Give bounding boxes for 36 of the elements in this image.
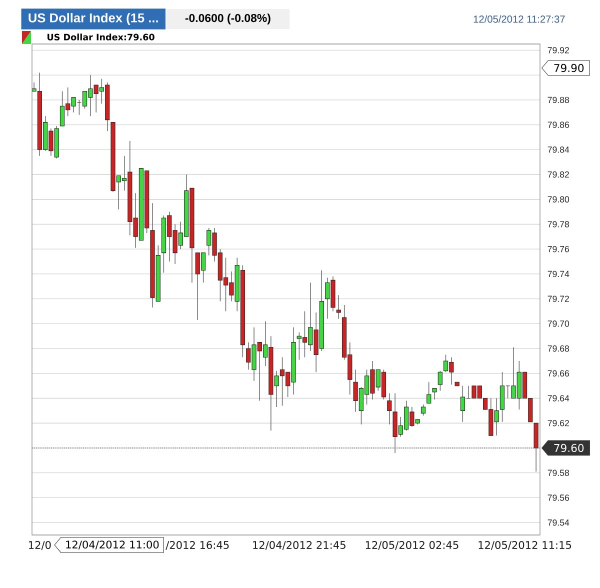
y-tick-label: 79.58 — [548, 470, 570, 476]
candlestick — [432, 388, 437, 400]
y-tick-label: 79.62 — [548, 420, 569, 426]
x-tick-label: 12/05/2012 02:45 — [366, 541, 458, 550]
chart-subtitle: -0.0600 (-0.08%) — [185, 14, 270, 24]
x-tick-label: 12/05/2012 11:15 — [478, 541, 572, 550]
candlestick — [426, 382, 432, 404]
candlestick — [420, 404, 426, 416]
candlestick — [387, 392, 392, 425]
y-tick-label: 79.88 — [548, 96, 570, 104]
y-tick-label: 79.68 — [548, 345, 570, 352]
y-tick-label: 79.56 — [548, 494, 570, 501]
y-tick-label: 79.84 — [548, 146, 570, 153]
y-tick-label: 79.80 — [548, 196, 570, 202]
legend-label: US Dollar Index:79.60 — [48, 34, 154, 40]
y-tick-label: 79.86 — [548, 122, 570, 128]
y-tick-label: 79.72 — [548, 296, 569, 302]
text: 12/04/2012 11:00 — [66, 540, 159, 550]
text: 79.90 — [554, 64, 584, 72]
y-tick-label: 79.78 — [548, 221, 570, 228]
y-tick-label: 79.76 — [548, 246, 570, 252]
y-tick-label: 79.64 — [548, 395, 570, 402]
y-tick-label: 79.92 — [548, 47, 569, 54]
candlestick — [438, 370, 442, 392]
x-tick-label: 12/0 — [29, 541, 51, 550]
ref-line-label: 79.60 — [554, 444, 584, 452]
y-tick-label: 79.66 — [548, 370, 570, 377]
chart-title: US Dollar Index (15 ... — [28, 13, 158, 25]
y-tick-label: 79.54 — [548, 519, 570, 526]
x-tick-label: 12/04/2012 21:45 — [253, 541, 346, 550]
x-tick-label: /2012 16:45 — [166, 541, 229, 550]
text: 12/05/2012 11:27:37 — [474, 15, 565, 23]
y-tick-label: 79.70 — [548, 320, 570, 327]
y-tick-label: 79.82 — [548, 171, 569, 178]
y-tick-label: 79.74 — [548, 270, 570, 278]
candlestick — [336, 294, 341, 320]
